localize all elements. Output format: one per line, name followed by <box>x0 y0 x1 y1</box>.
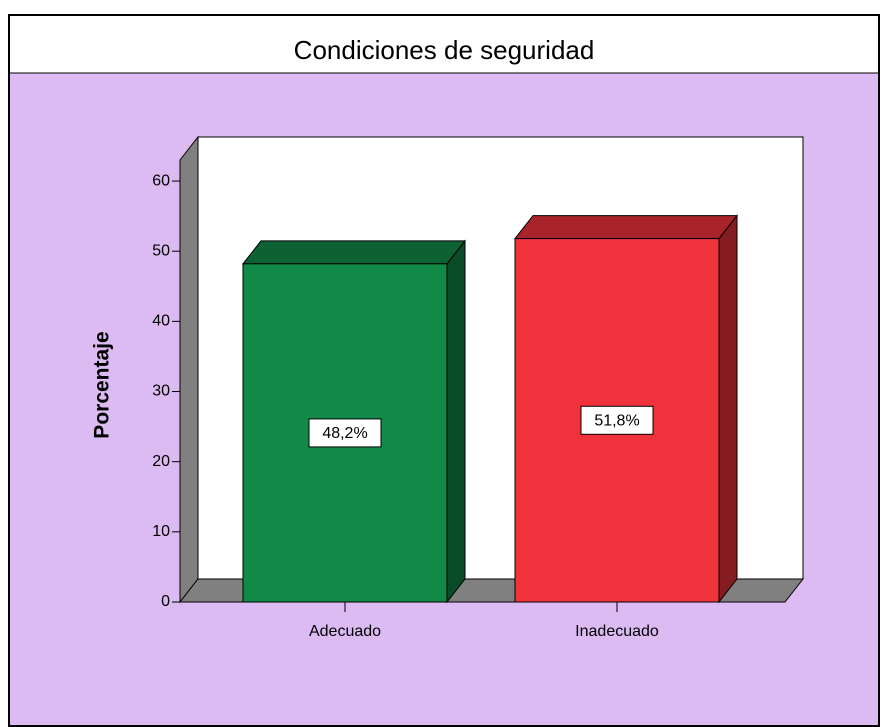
left-wall <box>179 135 199 604</box>
value-label: 48,2% <box>322 425 367 442</box>
x-tick-label: Inadecuado <box>575 623 659 640</box>
value-label-box <box>308 418 382 448</box>
y-tick-label: 50 <box>152 242 170 259</box>
bar-side <box>718 214 738 604</box>
x-tick-label: Adecuado <box>309 623 381 640</box>
value-label-box <box>580 405 654 435</box>
y-axis-label: Porcentaje <box>91 331 114 438</box>
y-tick-label: 0 <box>161 593 170 610</box>
value-label: 51,8% <box>594 413 639 430</box>
y-tick-label: 60 <box>152 172 170 189</box>
bar-side <box>446 239 466 604</box>
bar-top <box>241 240 467 265</box>
y-tick-label: 20 <box>152 453 170 470</box>
y-tick-label: 40 <box>152 313 170 330</box>
y-tick-label: 30 <box>152 383 170 400</box>
chart-title: Condiciones de seguridad <box>294 35 595 65</box>
y-tick-label: 10 <box>152 523 170 540</box>
bar-top <box>513 215 739 240</box>
